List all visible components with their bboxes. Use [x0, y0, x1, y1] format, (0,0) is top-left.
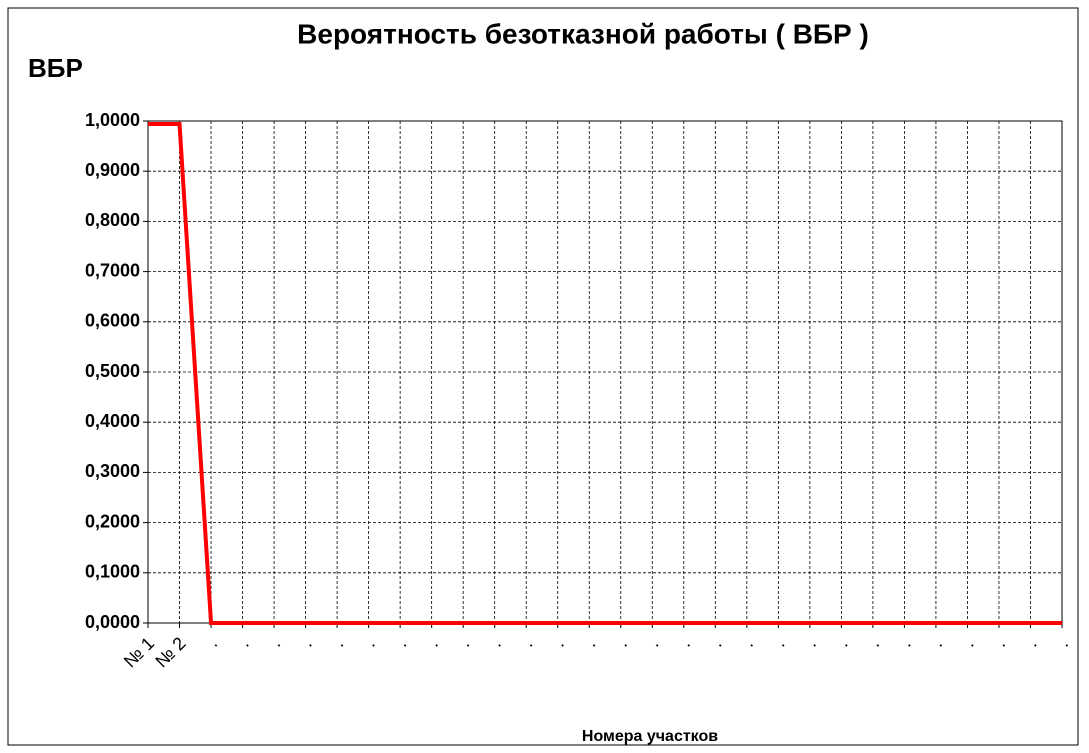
y-tick-label: 0,9000: [85, 160, 140, 180]
chart-title: Вероятность безотказной работы ( ВБР ): [297, 18, 869, 49]
y-tick-label: 0,2000: [85, 511, 140, 531]
y-tick-label: 0,7000: [85, 260, 140, 280]
y-tick-label: 1,0000: [85, 110, 140, 130]
y-tick-label: 0,5000: [85, 361, 140, 381]
series-line: [148, 122, 1062, 625]
y-tick-label: 0,0000: [85, 612, 140, 632]
y-axis-title: ВБР: [28, 53, 83, 83]
y-tick-label: 0,1000: [85, 562, 140, 582]
y-tick-label: 0,4000: [85, 411, 140, 431]
x-axis-title: Номера участков: [582, 728, 718, 745]
y-tick-label: 0,8000: [85, 210, 140, 230]
y-tick-label: 0,6000: [85, 311, 140, 331]
y-tick-label: 0,3000: [85, 461, 140, 481]
chart-frame: [7, 7, 1079, 746]
